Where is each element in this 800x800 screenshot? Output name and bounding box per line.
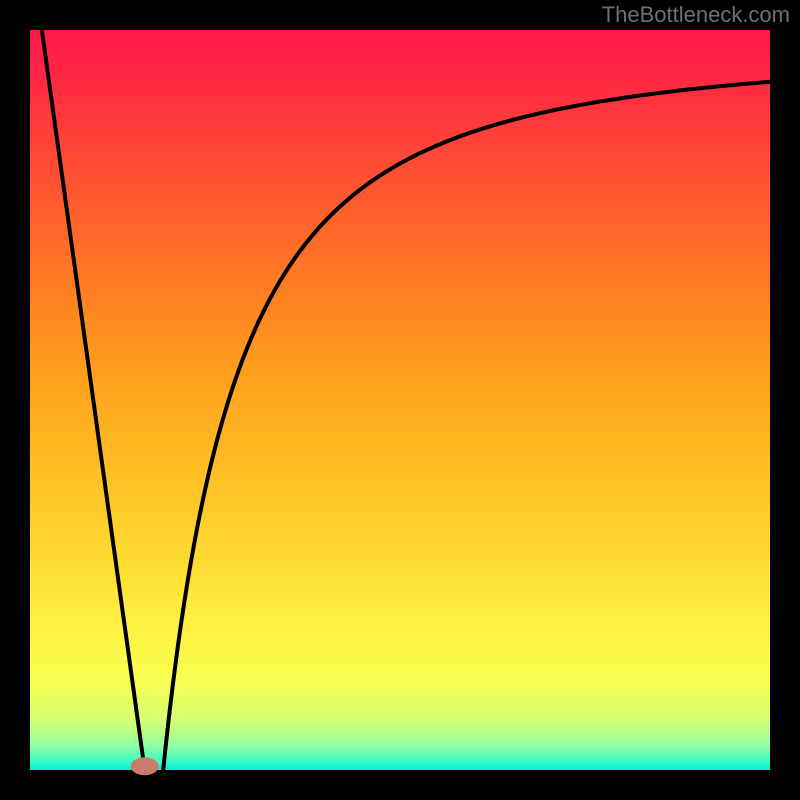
bottleneck-chart-container: TheBottleneck.com [0, 0, 800, 800]
plot-area [30, 30, 770, 770]
bottleneck-chart [0, 0, 800, 800]
optimum-marker [131, 757, 159, 775]
